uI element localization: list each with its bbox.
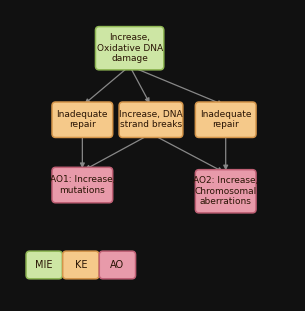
Text: Inadequate
repair: Inadequate repair (200, 110, 251, 129)
Text: KE: KE (75, 260, 87, 270)
Text: AO2: Increase,
Chromosomal
aberrations: AO2: Increase, Chromosomal aberrations (193, 176, 258, 206)
Text: AO: AO (110, 260, 124, 270)
FancyBboxPatch shape (52, 167, 113, 203)
FancyBboxPatch shape (52, 102, 113, 137)
Text: MIE: MIE (35, 260, 53, 270)
Text: Inadequate
repair: Inadequate repair (57, 110, 108, 129)
FancyBboxPatch shape (63, 251, 99, 279)
FancyBboxPatch shape (195, 102, 256, 137)
Text: Increase, DNA
strand breaks: Increase, DNA strand breaks (119, 110, 183, 129)
Text: Increase,
Oxidative DNA
damage: Increase, Oxidative DNA damage (97, 33, 163, 63)
Text: AO1: Increase,
mutations: AO1: Increase, mutations (50, 175, 115, 195)
FancyBboxPatch shape (119, 102, 183, 137)
FancyBboxPatch shape (99, 251, 135, 279)
FancyBboxPatch shape (26, 251, 62, 279)
FancyBboxPatch shape (195, 170, 256, 213)
FancyBboxPatch shape (95, 27, 164, 70)
